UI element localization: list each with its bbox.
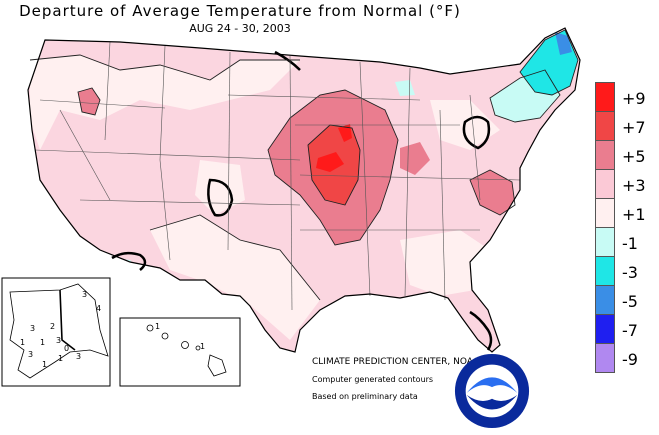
legend-label: +5 [622, 147, 646, 166]
contour-fills [28, 28, 580, 352]
us-outline [27, 27, 581, 353]
alaska-label: 3 [82, 290, 88, 299]
alaska-label: 1 [58, 354, 64, 363]
alaska-label: 1 [42, 360, 48, 369]
legend-label: +7 [622, 118, 646, 137]
alaska-label: 4 [96, 304, 102, 313]
alaska-label: 3 [28, 350, 34, 359]
credit-line-2: Based on preliminary data [312, 392, 418, 401]
hawaii-label: 1 [155, 322, 161, 331]
alaska-label: 1 [40, 338, 46, 347]
credit-center: CLIMATE PREDICTION CENTER, NOAA [312, 357, 480, 367]
legend-swatch [595, 343, 615, 373]
map-title: Departure of Average Temperature from No… [19, 2, 461, 20]
alaska-label: 3 [56, 336, 62, 345]
legend-swatch [595, 198, 615, 228]
noaa-logo: NOAA [454, 353, 530, 429]
legend-swatch [595, 169, 615, 199]
hawaii-inset [119, 317, 241, 387]
alaska-label: 2 [50, 322, 56, 331]
legend-swatch [595, 256, 615, 286]
alaska-label: 3 [30, 324, 36, 333]
legend-label: -9 [622, 350, 638, 369]
legend-label: +3 [622, 176, 646, 195]
legend-label: -7 [622, 321, 638, 340]
legend-label: -5 [622, 292, 638, 311]
alaska-label: 1 [20, 338, 26, 347]
legend-swatch [595, 111, 615, 141]
legend-swatch [595, 227, 615, 257]
legend-label: +1 [622, 205, 646, 224]
legend-swatch [595, 140, 615, 170]
state-boundaries [34, 41, 521, 311]
alaska-label: 3 [76, 352, 82, 361]
hawaii-label: 1 [200, 342, 206, 351]
legend-swatch [595, 314, 615, 344]
credit-line-1: Computer generated contours [312, 375, 434, 384]
legend-swatch [595, 82, 615, 112]
contour-lines [29, 29, 579, 301]
noaa-logo-text: NOAA [478, 387, 506, 398]
alaska-inset [1, 277, 111, 387]
map-subtitle: AUG 24 - 30, 2003 [189, 22, 291, 35]
legend-label: -3 [622, 263, 638, 282]
legend-swatch [595, 285, 615, 315]
legend-label: +9 [622, 89, 646, 108]
legend-label: -1 [622, 234, 638, 253]
alaska-label: 0 [64, 344, 70, 353]
